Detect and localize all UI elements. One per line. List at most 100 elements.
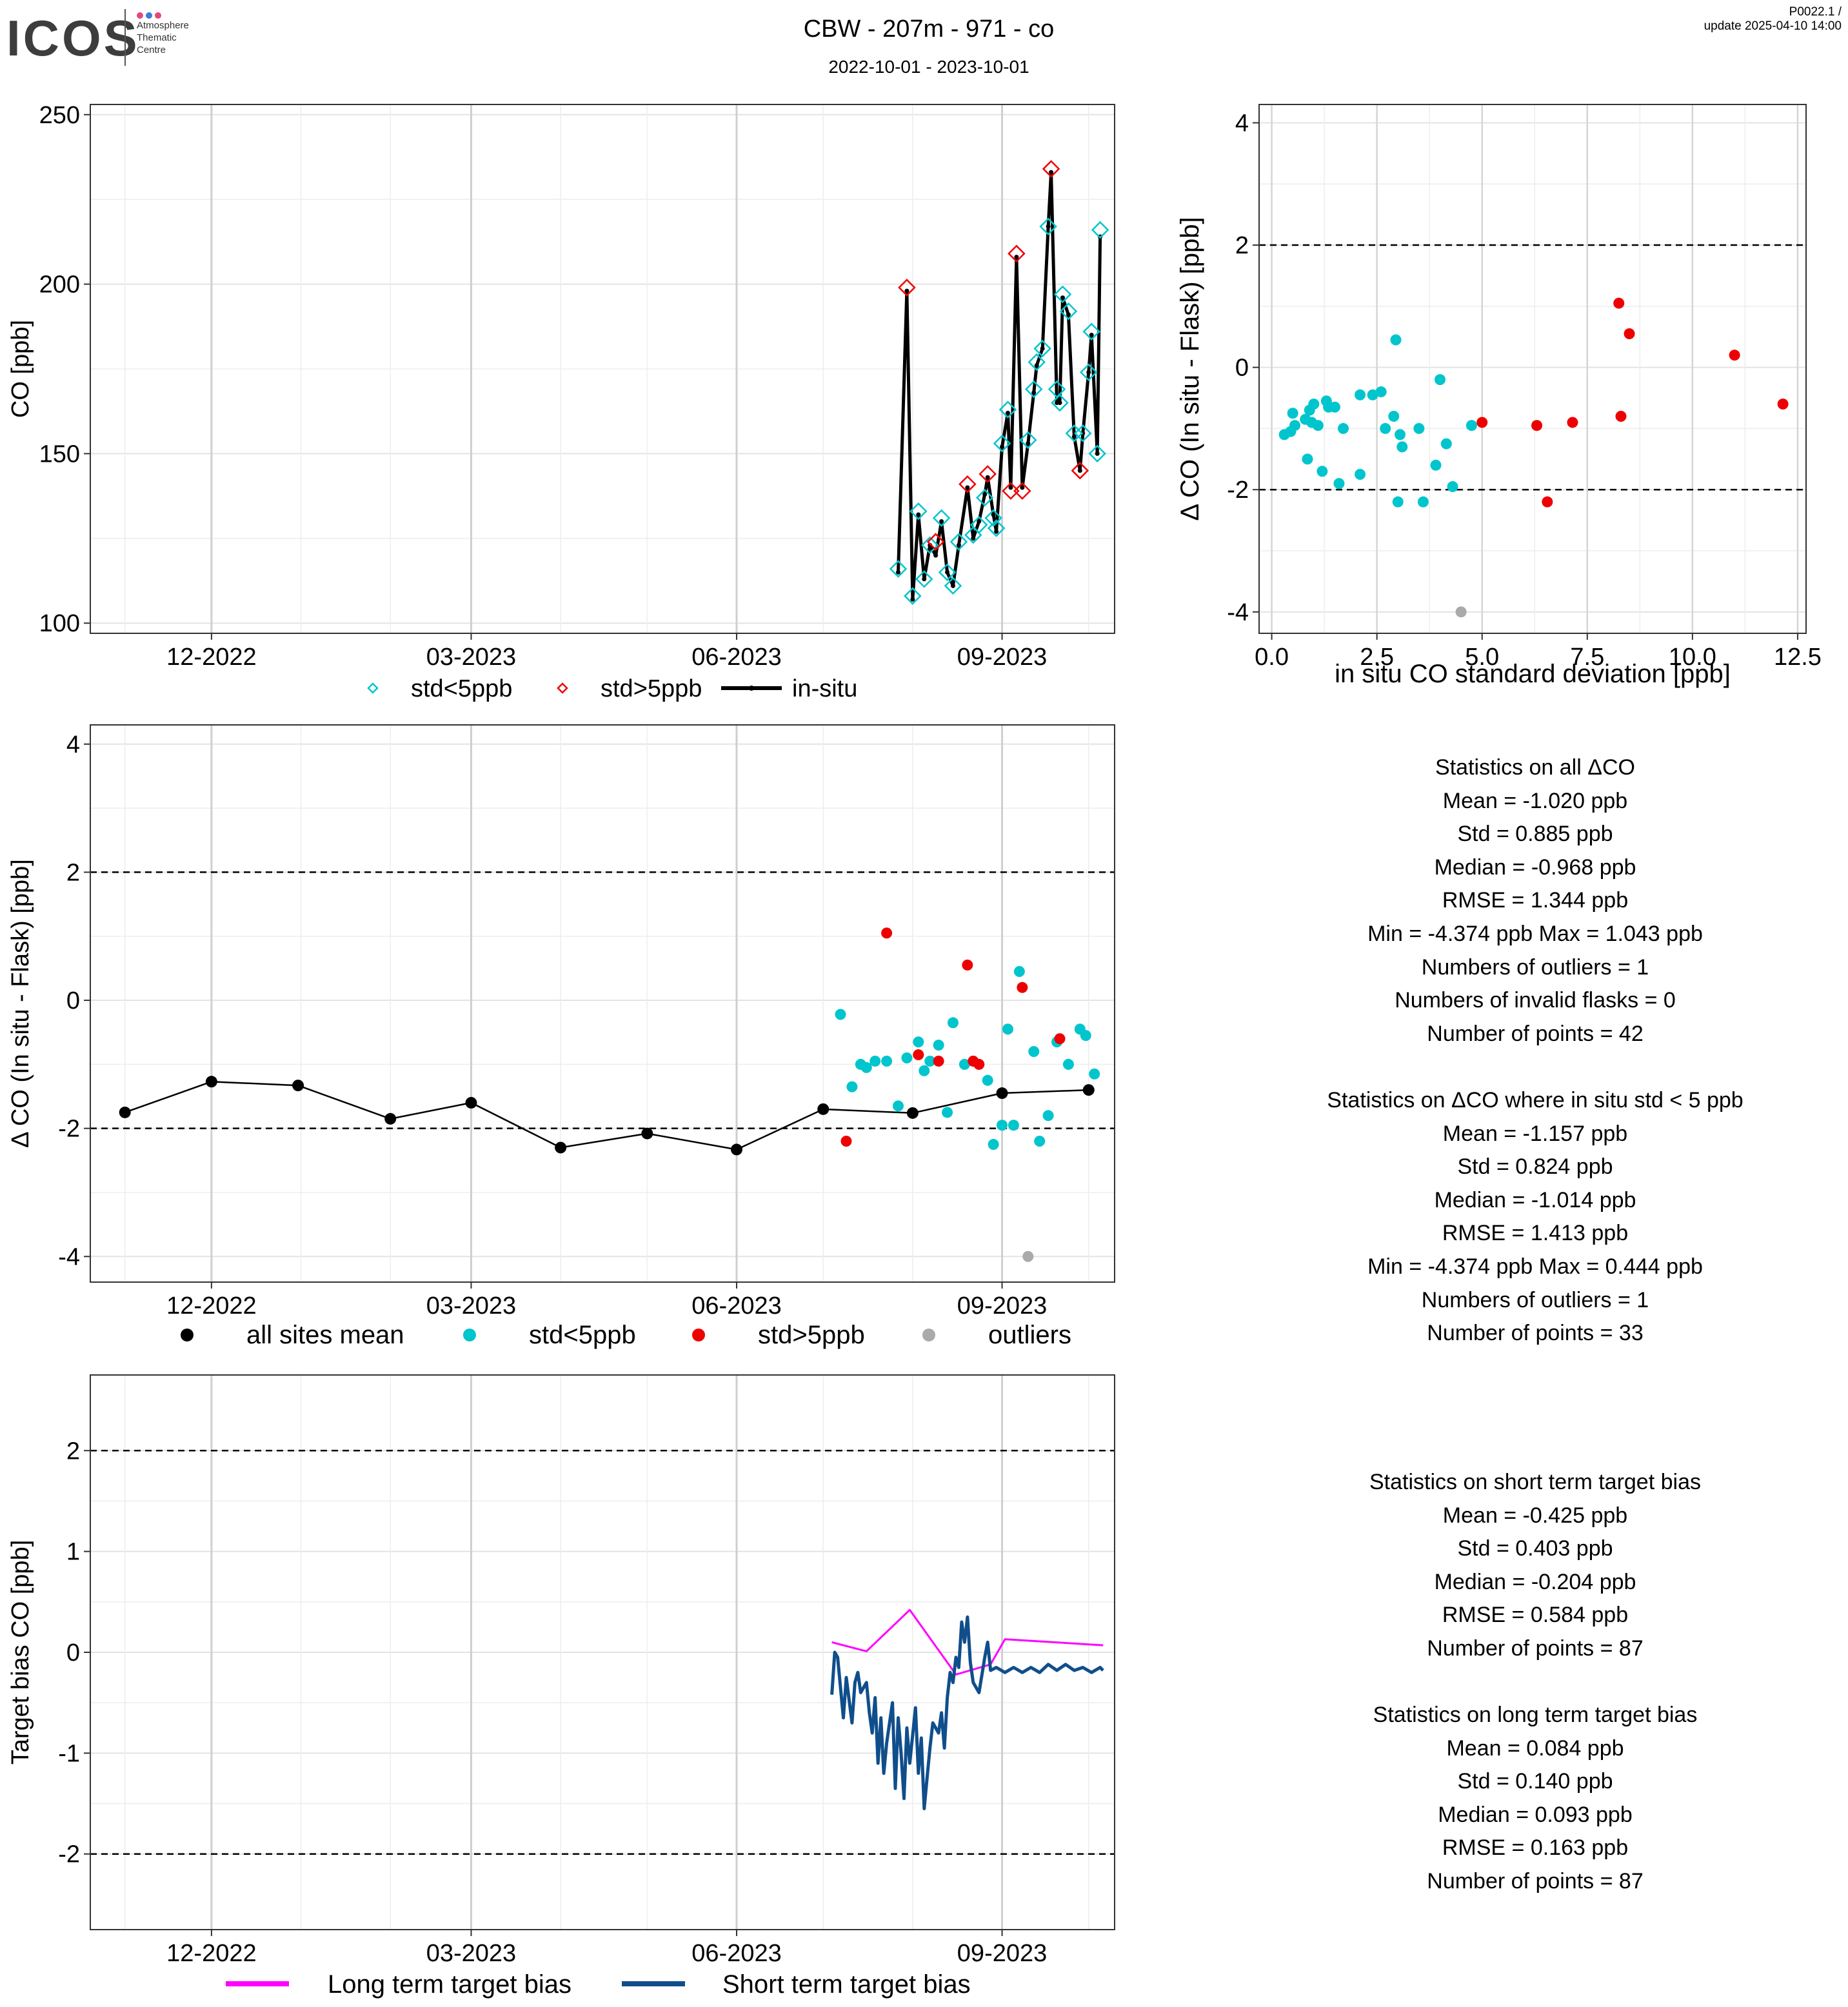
std-lt5-point: [1308, 399, 1320, 410]
insitu-point: [933, 553, 939, 558]
logo-dot-pink: [137, 12, 143, 19]
legend-label: outliers: [988, 1321, 1071, 1349]
std-gt5-point: [913, 1049, 924, 1060]
std-lt5-point: [1289, 420, 1300, 431]
std-lt5-point: [901, 1052, 913, 1063]
insitu-point: [965, 485, 970, 490]
all-sites-mean-point: [641, 1127, 653, 1140]
flask-std-lt5-marker: [909, 502, 928, 520]
flask-std-lt5-marker: [999, 400, 1017, 419]
x-tick-label: 7.5: [1570, 644, 1604, 671]
all-sites-mean-point: [906, 1107, 919, 1119]
std-lt5-point: [1380, 422, 1391, 434]
x-tick-label: 03-2023: [426, 644, 516, 671]
flask-std-lt5-marker: [1074, 424, 1092, 442]
std-gt5-point: [1017, 982, 1028, 993]
logo-dot-red: [155, 12, 161, 19]
flask-std-lt5-marker: [1033, 339, 1051, 358]
short-term-bias-line: [830, 1615, 1104, 1810]
insitu-point: [991, 512, 996, 517]
std-lt5-point: [860, 1062, 872, 1073]
stats-line: RMSE = 0.584 ppb: [1442, 1603, 1629, 1628]
x-tick-label: 06-2023: [691, 644, 781, 671]
legend-outliers-key: [922, 1329, 935, 1341]
insitu-point: [1057, 400, 1062, 406]
long-term-bias-line: [831, 1608, 1104, 1676]
co-timeseries-chart: 100 150 200 250 12-2022 03-2023 06-2023 09-2023…: [7, 102, 1115, 702]
legend-label: Long term target bias: [328, 1970, 571, 1999]
std-lt5-point: [881, 1055, 893, 1067]
version-info: P0022.1 / update 2025-04-10 14:00: [1704, 5, 1842, 34]
insitu-point: [1005, 410, 1010, 415]
stats-line: Std = 0.885 ppb: [1457, 822, 1613, 847]
insitu-point: [1020, 485, 1025, 490]
stats-line: Median = -0.968 ppb: [1434, 855, 1636, 880]
stats-line: Median = 0.093 ppb: [1438, 1802, 1633, 1827]
x-tick-label: 03-2023: [426, 1292, 516, 1320]
y-tick-label: 200: [39, 272, 80, 299]
flask-std-lt5-marker: [1079, 363, 1098, 382]
std-gt5-point: [1615, 410, 1627, 422]
flask-std-lt5-marker: [1051, 393, 1069, 412]
update-label: update 2025-04-10 14:00: [1704, 19, 1842, 33]
std-gt5-point: [1777, 399, 1789, 410]
legend-mean-key: [181, 1329, 194, 1341]
plot-frame: [90, 104, 1115, 634]
y-tick-label: 150: [39, 440, 80, 468]
y-tick-label: -2: [1227, 477, 1249, 504]
flask-std-lt5-marker: [920, 536, 939, 555]
std-lt5-point: [1367, 389, 1378, 400]
stats-line: Min = -4.374 ppb Max = 0.444 ppb: [1367, 1254, 1703, 1279]
x-tick-label: 0.0: [1255, 644, 1289, 671]
std-lt5-point: [933, 1040, 944, 1051]
flask-std-lt5-marker: [904, 587, 922, 605]
stats-line: Number of points = 33: [1427, 1321, 1644, 1346]
std-lt5-point: [1440, 438, 1452, 450]
insitu-point: [1040, 346, 1045, 351]
stats-long-term: Statistics on long term target bias Mean…: [1226, 1699, 1845, 1899]
legend-label: in-situ: [792, 675, 857, 702]
y-tick-label: -2: [58, 1116, 80, 1143]
legend-std-gt5-key: [692, 1329, 705, 1341]
flask-std-gt5-marker: [926, 533, 945, 551]
y-tick-label: 2: [66, 1438, 80, 1465]
logo-divider: [124, 9, 126, 66]
std-lt5-point: [1028, 1045, 1040, 1057]
std-lt5-point: [1329, 401, 1340, 413]
legend-std-lt5-key: [463, 1329, 476, 1341]
std-lt5-point: [988, 1138, 999, 1150]
std-lt5-point: [942, 1107, 953, 1118]
plot-frame: [90, 724, 1115, 1283]
delta-vs-std-chart: -4 -2 0 2 4 0.0 2.5 5.0 7.5 10.0 12.5 in situ CO st…: [1176, 104, 1822, 688]
x-tick-label: 5.0: [1465, 644, 1499, 671]
y-tick-label: 0: [1235, 355, 1249, 382]
stats-line: Mean = -1.020 ppb: [1442, 788, 1628, 813]
flask-std-lt5-marker: [984, 509, 1002, 528]
flask-std-lt5-marker: [1053, 285, 1072, 304]
stats-line: Median = -0.204 ppb: [1434, 1569, 1636, 1594]
std-lt5-point: [913, 1036, 924, 1048]
insitu-point: [1034, 363, 1039, 368]
std-lt5-point: [1312, 420, 1324, 431]
y-tick-label: 2: [1235, 232, 1249, 259]
stats-line: Numbers of invalid flasks = 0: [1395, 988, 1676, 1013]
y-tick-label: 4: [1235, 110, 1249, 137]
insitu-point: [971, 536, 976, 541]
std-lt5-point: [982, 1074, 993, 1086]
flask-std-lt5-marker: [993, 434, 1011, 453]
legend-label: std>5ppb: [758, 1321, 865, 1349]
x-tick-label: 09-2023: [957, 644, 1047, 671]
icos-logo: ICOS Atmosphere Thematic Centre: [0, 0, 219, 71]
flask-std-lt5-marker: [1028, 353, 1046, 371]
plot-frame: [90, 1374, 1115, 1930]
std-lt5-point: [1375, 386, 1387, 398]
x-tick-label: 09-2023: [957, 1940, 1047, 1967]
std-lt5-point: [1080, 1030, 1091, 1042]
insitu-point: [977, 519, 982, 524]
flask-std-lt5-marker: [944, 577, 962, 595]
std-lt5-point: [1013, 965, 1025, 977]
insitu-point: [1049, 170, 1054, 175]
flask-std-lt5-marker: [969, 516, 988, 534]
legend-label: std<5ppb: [411, 675, 512, 702]
std-lt5-point: [835, 1009, 846, 1020]
